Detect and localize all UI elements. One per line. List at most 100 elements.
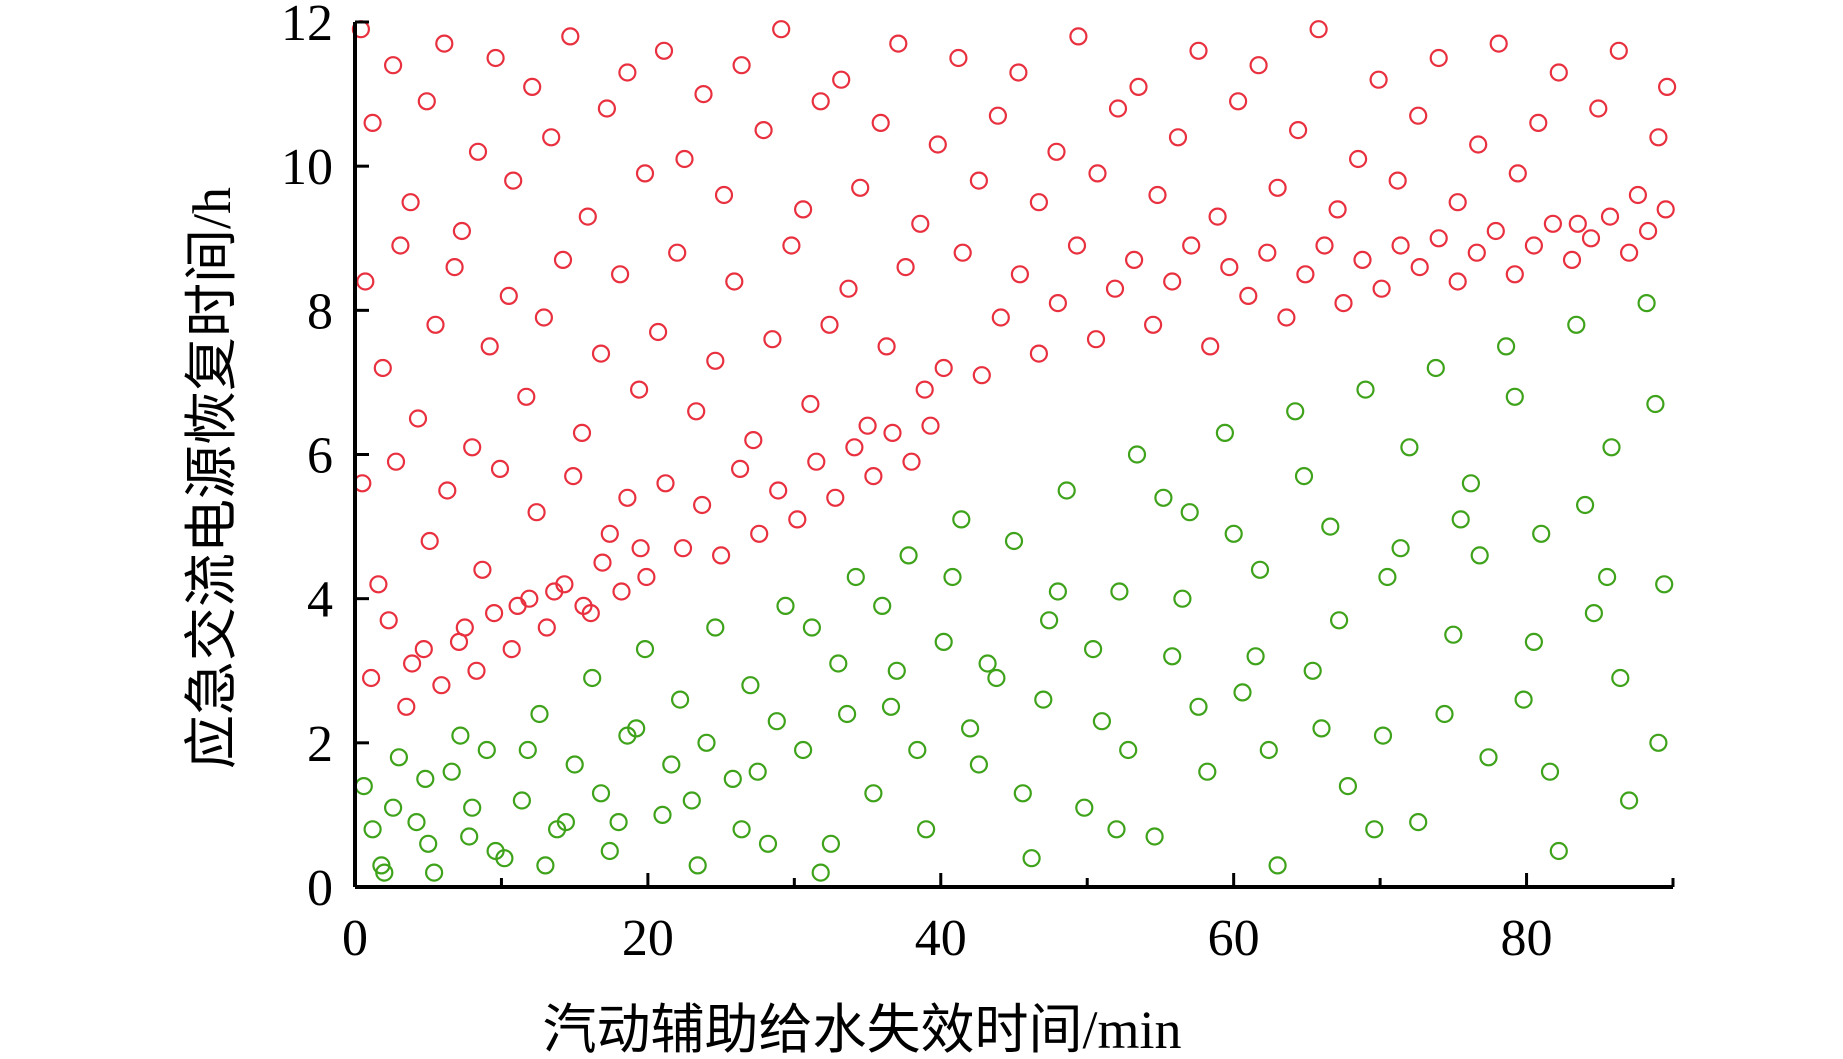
point-s0-113 bbox=[1182, 236, 1201, 255]
y-tick-label-5: 10 bbox=[281, 139, 333, 196]
point-s1-43 bbox=[1110, 582, 1129, 601]
point-s0-33 bbox=[969, 171, 989, 190]
point-s1-41 bbox=[1075, 798, 1094, 817]
point-s0-103 bbox=[991, 308, 1010, 327]
point-s0-160 bbox=[730, 459, 750, 478]
x-tick-label-2: 40 bbox=[915, 910, 967, 967]
point-s0-42 bbox=[1148, 185, 1167, 205]
point-s1-40 bbox=[1057, 481, 1076, 500]
point-s0-27 bbox=[851, 178, 870, 197]
point-s0-116 bbox=[1239, 286, 1258, 305]
point-s1-69 bbox=[1567, 315, 1586, 334]
point-s0-172 bbox=[379, 611, 398, 630]
point-s0-86 bbox=[668, 243, 687, 262]
point-s1-63 bbox=[1461, 474, 1481, 493]
point-s0-51 bbox=[1328, 200, 1347, 219]
y-tick-label-2: 4 bbox=[307, 572, 333, 629]
point-s1-126 bbox=[1246, 647, 1265, 666]
point-s0-140 bbox=[369, 575, 388, 594]
point-s0-73 bbox=[426, 315, 445, 334]
point-s1-116 bbox=[536, 856, 555, 875]
point-s0-143 bbox=[420, 531, 439, 551]
point-s0-25 bbox=[811, 92, 830, 111]
point-s0-129 bbox=[1486, 221, 1505, 241]
point-s1-87 bbox=[767, 712, 786, 731]
point-s0-92 bbox=[782, 236, 801, 255]
point-s1-25 bbox=[793, 740, 813, 760]
point-s0-183 bbox=[574, 596, 593, 616]
point-s0-122 bbox=[1353, 250, 1372, 269]
point-s1-96 bbox=[1083, 639, 1103, 659]
point-s1-7 bbox=[477, 740, 496, 760]
point-s0-61 bbox=[1529, 113, 1548, 133]
point-s0-10 bbox=[523, 77, 542, 97]
point-s0-135 bbox=[1600, 207, 1620, 226]
point-s0-166 bbox=[845, 438, 864, 457]
point-s0-9 bbox=[504, 171, 523, 190]
point-s0-155 bbox=[637, 567, 656, 587]
x-tick-label-1: 20 bbox=[622, 910, 674, 967]
point-s0-171 bbox=[362, 668, 381, 688]
point-s1-92 bbox=[943, 567, 962, 587]
point-s1-131 bbox=[1597, 567, 1617, 587]
point-s1-61 bbox=[1426, 358, 1445, 378]
point-s0-136 bbox=[1619, 243, 1639, 262]
point-s1-16 bbox=[635, 639, 655, 659]
point-s0-181 bbox=[537, 618, 556, 637]
point-s1-20 bbox=[706, 618, 725, 637]
point-s1-0 bbox=[354, 776, 373, 796]
point-s0-60 bbox=[1508, 164, 1527, 183]
point-s1-55 bbox=[1321, 517, 1340, 536]
point-s0-63 bbox=[1568, 214, 1587, 233]
point-s0-158 bbox=[692, 495, 712, 515]
point-s1-26 bbox=[811, 863, 830, 882]
point-s0-47 bbox=[1249, 56, 1268, 75]
point-s0-134 bbox=[1581, 229, 1601, 248]
point-s1-125 bbox=[1173, 589, 1192, 608]
point-s0-6 bbox=[452, 221, 471, 241]
point-s0-23 bbox=[772, 20, 791, 39]
point-s1-110 bbox=[1575, 495, 1595, 515]
point-s0-180 bbox=[520, 589, 539, 608]
point-s1-105 bbox=[1400, 438, 1419, 457]
point-s0-75 bbox=[463, 438, 482, 457]
point-s0-173 bbox=[397, 697, 416, 716]
point-s1-129 bbox=[1451, 510, 1470, 529]
point-s1-97 bbox=[1119, 740, 1138, 760]
point-s0-66 bbox=[1628, 185, 1648, 205]
point-s0-156 bbox=[656, 474, 675, 493]
point-s1-62 bbox=[1444, 625, 1463, 644]
point-s0-87 bbox=[687, 402, 706, 421]
point-s1-121 bbox=[887, 661, 906, 680]
point-s0-186 bbox=[631, 539, 650, 558]
point-s1-81 bbox=[556, 812, 576, 832]
point-s1-84 bbox=[662, 755, 681, 774]
point-s0-101 bbox=[953, 243, 972, 262]
point-s0-95 bbox=[839, 279, 858, 298]
point-s1-112 bbox=[1646, 394, 1665, 414]
point-s0-117 bbox=[1258, 243, 1277, 262]
point-s0-142 bbox=[403, 654, 422, 673]
point-s1-3 bbox=[407, 812, 426, 832]
point-s0-17 bbox=[654, 41, 674, 60]
point-s1-54 bbox=[1303, 661, 1322, 680]
point-s0-124 bbox=[1391, 236, 1410, 255]
point-s0-182 bbox=[555, 575, 574, 594]
point-s0-184 bbox=[593, 553, 612, 572]
point-s1-10 bbox=[530, 704, 549, 724]
point-s0-151 bbox=[564, 467, 583, 486]
point-s1-80 bbox=[518, 740, 537, 760]
point-s1-65 bbox=[1496, 337, 1516, 356]
point-s1-73 bbox=[1637, 294, 1656, 313]
point-s0-50 bbox=[1309, 20, 1328, 39]
point-s0-109 bbox=[1105, 279, 1125, 298]
point-s0-43 bbox=[1168, 128, 1188, 147]
point-s0-65 bbox=[1609, 41, 1628, 60]
point-s1-29 bbox=[864, 784, 883, 803]
point-s0-127 bbox=[1448, 272, 1467, 291]
point-s0-67 bbox=[1649, 128, 1668, 147]
point-s0-82 bbox=[591, 344, 611, 363]
point-s0-159 bbox=[711, 546, 731, 565]
point-s1-17 bbox=[653, 805, 672, 825]
